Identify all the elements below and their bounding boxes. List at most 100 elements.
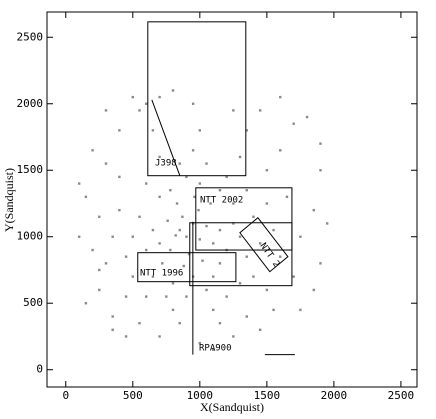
x-tick-label: 0 bbox=[62, 389, 69, 402]
field-box bbox=[137, 252, 237, 283]
x-tick-label: 1500 bbox=[254, 389, 281, 402]
point bbox=[187, 252, 191, 256]
point bbox=[232, 202, 235, 205]
point bbox=[104, 109, 108, 112]
point bbox=[158, 195, 161, 199]
point bbox=[151, 275, 155, 278]
point bbox=[252, 215, 255, 218]
field-box bbox=[239, 217, 289, 273]
point bbox=[245, 315, 248, 318]
point bbox=[299, 235, 302, 238]
y-axis-label: Y(Sandquist) bbox=[2, 168, 16, 232]
point bbox=[84, 195, 88, 199]
point bbox=[151, 228, 155, 232]
field-label: J398 bbox=[155, 159, 177, 169]
point bbox=[292, 275, 295, 278]
point bbox=[272, 308, 275, 312]
point bbox=[158, 335, 161, 338]
point bbox=[171, 282, 175, 285]
point bbox=[279, 255, 282, 258]
field-label: NTT 2 bbox=[257, 241, 281, 269]
point bbox=[193, 195, 196, 199]
point bbox=[218, 228, 222, 232]
point bbox=[178, 321, 181, 325]
point bbox=[258, 242, 262, 245]
point bbox=[312, 208, 315, 212]
point bbox=[158, 155, 161, 159]
point bbox=[272, 228, 275, 232]
point bbox=[124, 255, 128, 258]
point bbox=[205, 224, 208, 228]
point bbox=[178, 228, 181, 232]
y-tick-label: 1500 bbox=[17, 163, 44, 176]
point bbox=[131, 95, 134, 99]
y-tick-label: 500 bbox=[23, 296, 43, 309]
point bbox=[232, 109, 235, 112]
point bbox=[131, 235, 134, 238]
point bbox=[319, 169, 322, 172]
point bbox=[151, 129, 155, 132]
point bbox=[169, 248, 172, 252]
point bbox=[111, 235, 114, 238]
plot-frame bbox=[46, 11, 418, 388]
point bbox=[84, 302, 88, 305]
point bbox=[77, 182, 81, 185]
point bbox=[218, 188, 222, 192]
point bbox=[218, 262, 222, 265]
point bbox=[232, 335, 235, 338]
point bbox=[104, 262, 108, 265]
point bbox=[104, 162, 108, 165]
point bbox=[205, 162, 208, 165]
point bbox=[138, 109, 141, 112]
point bbox=[265, 169, 269, 172]
point bbox=[198, 341, 202, 345]
point bbox=[111, 315, 114, 318]
point bbox=[312, 288, 315, 292]
point bbox=[174, 234, 177, 237]
point bbox=[111, 328, 114, 332]
y-tick-label: 0 bbox=[36, 363, 43, 376]
x-tick-label: 1000 bbox=[187, 389, 214, 402]
point bbox=[279, 149, 282, 152]
point bbox=[238, 282, 242, 285]
point bbox=[299, 308, 302, 312]
x-tick-label: 2000 bbox=[321, 389, 348, 402]
point bbox=[169, 188, 172, 192]
point bbox=[319, 262, 322, 265]
point bbox=[265, 202, 269, 205]
point bbox=[145, 295, 148, 298]
field-label: RPA900 bbox=[199, 344, 232, 354]
point bbox=[165, 295, 168, 298]
point bbox=[305, 115, 309, 119]
point bbox=[185, 175, 188, 179]
x-tick-label: 500 bbox=[123, 389, 143, 402]
point bbox=[319, 142, 322, 145]
point bbox=[258, 109, 262, 112]
point bbox=[175, 202, 179, 205]
point bbox=[145, 248, 148, 252]
point bbox=[197, 208, 200, 212]
point bbox=[171, 89, 175, 92]
point bbox=[232, 222, 235, 225]
point bbox=[98, 215, 101, 218]
field-label: NTT 1996 bbox=[140, 269, 183, 279]
point bbox=[91, 149, 94, 152]
point bbox=[138, 215, 141, 218]
point bbox=[98, 268, 101, 272]
point bbox=[198, 129, 202, 132]
point bbox=[178, 162, 181, 165]
point bbox=[191, 102, 195, 105]
point bbox=[245, 255, 248, 258]
point bbox=[292, 122, 295, 125]
point bbox=[212, 348, 215, 351]
point bbox=[171, 308, 175, 312]
point bbox=[158, 242, 161, 245]
point bbox=[145, 182, 148, 185]
point bbox=[118, 129, 121, 132]
point bbox=[225, 175, 228, 179]
y-tick-label: 2500 bbox=[17, 30, 44, 43]
y-tick-label: 2000 bbox=[17, 97, 44, 110]
point bbox=[124, 295, 128, 298]
point bbox=[265, 288, 269, 292]
